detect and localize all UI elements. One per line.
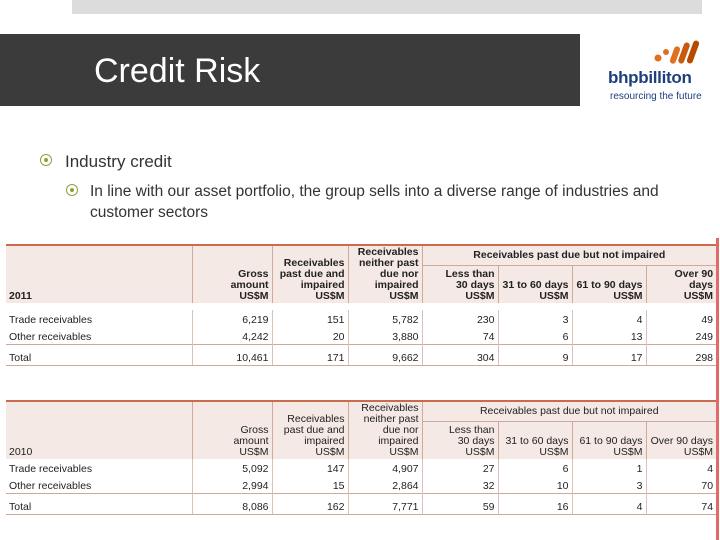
- col-impaired-header: Receivables past due and impaired US$M: [272, 401, 349, 459]
- col-impaired-header: Receivables past due and impaired US$M: [272, 245, 349, 303]
- top-decor-strip: [72, 0, 702, 14]
- group-header: Receivables past due but not impaired: [422, 245, 717, 266]
- col-over90-header: Over 90 days US$M: [646, 421, 717, 459]
- col-61-90-header: 61 to 90 days US$M: [572, 421, 647, 459]
- bullet-icon: [66, 184, 78, 196]
- logo-mark-icon: [654, 40, 700, 64]
- bullet-icon: [40, 154, 52, 166]
- col-gross-header: Gross amount US$M: [192, 245, 273, 303]
- logo-wordmark: bhpbilliton: [608, 68, 692, 87]
- col-31-60-header: 31 to 60 days US$M: [498, 421, 573, 459]
- slide-title: Credit Risk: [94, 52, 261, 90]
- table-row: Trade receivables 5,092 147 4,907 27 6 1…: [6, 459, 716, 476]
- bullet-level-2: In line with our asset portfolio, the gr…: [66, 181, 666, 223]
- col-lt30-header: Less than 30 days US$M: [422, 421, 499, 459]
- table-year: 2010: [6, 401, 193, 459]
- total-row: Total 8,086 162 7,771 59 16 4 74: [6, 493, 717, 515]
- right-edge-line: [716, 238, 719, 540]
- col-gross-header: Gross amount US$M: [192, 401, 273, 459]
- receivables-table-2011: 2011 Gross amount US$M Receivables past due…: [6, 244, 717, 366]
- table-row: Other receivables 4,242 20 3,880 74 6 13…: [6, 327, 716, 345]
- bullet-text: In line with our asset portfolio, the gr…: [90, 183, 659, 221]
- bullet-text: Industry credit: [65, 152, 172, 171]
- total-row: Total 10,461 171 9,662 304 9 17 298: [6, 344, 717, 366]
- receivables-table-2010: 2010 Gross amount US$M Receivables past due…: [6, 400, 717, 515]
- col-over90-header: Over 90 days US$M: [646, 265, 717, 303]
- col-neither-header: Receivables neither past due nor impaired US…: [348, 401, 423, 459]
- col-lt30-header: Less than 30 days US$M: [422, 265, 499, 303]
- title-bar: Credit Risk: [0, 34, 580, 106]
- company-logo: bhpbilliton resourcing the future: [600, 38, 710, 108]
- col-61-90-header: 61 to 90 days US$M: [572, 265, 647, 303]
- col-31-60-header: 31 to 60 days US$M: [498, 265, 573, 303]
- col-neither-header: Receivables neither past due nor impaired US…: [348, 245, 423, 303]
- table-row: Other receivables 2,994 15 2,864 32 10 3…: [6, 476, 716, 494]
- logo-tagline: resourcing the future: [610, 91, 702, 102]
- table-row: Trade receivables 6,219 151 5,782 230 3 …: [6, 310, 716, 327]
- table-year: 2011: [6, 245, 193, 303]
- group-header: Receivables past due but not impaired: [422, 401, 717, 422]
- bullet-level-1: Industry credit: [40, 152, 172, 172]
